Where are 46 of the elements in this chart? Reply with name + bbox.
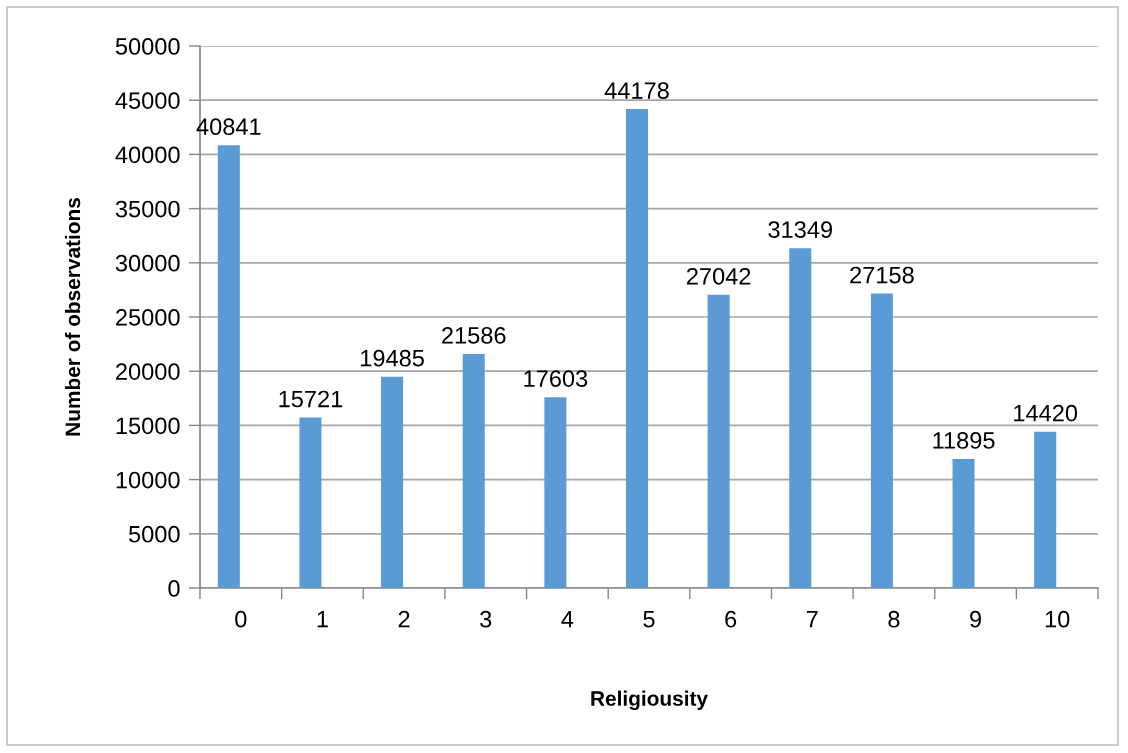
data-label: 11895 — [933, 432, 995, 449]
data-label: 27042 — [687, 267, 751, 285]
y-tick-label: 25000 — [116, 309, 180, 326]
x-tick-label: 3 — [480, 610, 492, 628]
bar — [462, 354, 485, 588]
x-tick-label: 7 — [806, 611, 818, 628]
x-tick-label: 9 — [970, 610, 981, 628]
x-axis-title: Religiousity — [591, 690, 708, 711]
data-label: 17603 — [524, 370, 588, 387]
bar — [789, 248, 812, 588]
bar — [381, 376, 404, 588]
bar — [952, 459, 975, 588]
y-tick-label: 50000 — [115, 38, 180, 55]
y-tick-label: 15000 — [116, 417, 180, 435]
y-axis-title: Number of observations — [64, 198, 81, 436]
x-tick-label: 5 — [643, 611, 655, 628]
x-tick-label: 10 — [1045, 610, 1070, 628]
x-tick-label: 1 — [317, 611, 328, 628]
data-label: 40841 — [196, 118, 261, 136]
y-tick-label: 0 — [168, 580, 180, 597]
y-tick-label: 10000 — [116, 471, 180, 489]
y-tick-label: 40000 — [115, 146, 180, 164]
data-label: 21586 — [442, 327, 506, 344]
bar — [1034, 431, 1057, 588]
bar — [544, 397, 567, 588]
bar — [625, 109, 649, 588]
x-tick-label: 8 — [888, 610, 900, 628]
x-tick-label: 4 — [561, 611, 574, 628]
y-tick-label: 45000 — [115, 92, 180, 109]
data-label: 44178 — [604, 82, 669, 99]
bar — [870, 293, 893, 588]
data-label: 15721 — [279, 390, 343, 408]
y-tick-label: 35000 — [115, 200, 180, 218]
bar — [707, 294, 730, 588]
data-label: 19485 — [361, 349, 424, 367]
y-tick-label: 5000 — [128, 525, 180, 543]
data-label: 14420 — [1014, 404, 1078, 422]
y-tick-label: 20000 — [116, 363, 180, 380]
data-label: 27158 — [850, 266, 914, 284]
x-tick-label: 6 — [725, 610, 737, 628]
x-tick-label: 0 — [235, 610, 247, 628]
bar — [299, 417, 322, 588]
data-label: 31349 — [768, 221, 832, 238]
x-tick-label: 2 — [398, 610, 410, 628]
y-tick-label: 30000 — [115, 254, 180, 272]
bar — [217, 145, 240, 588]
